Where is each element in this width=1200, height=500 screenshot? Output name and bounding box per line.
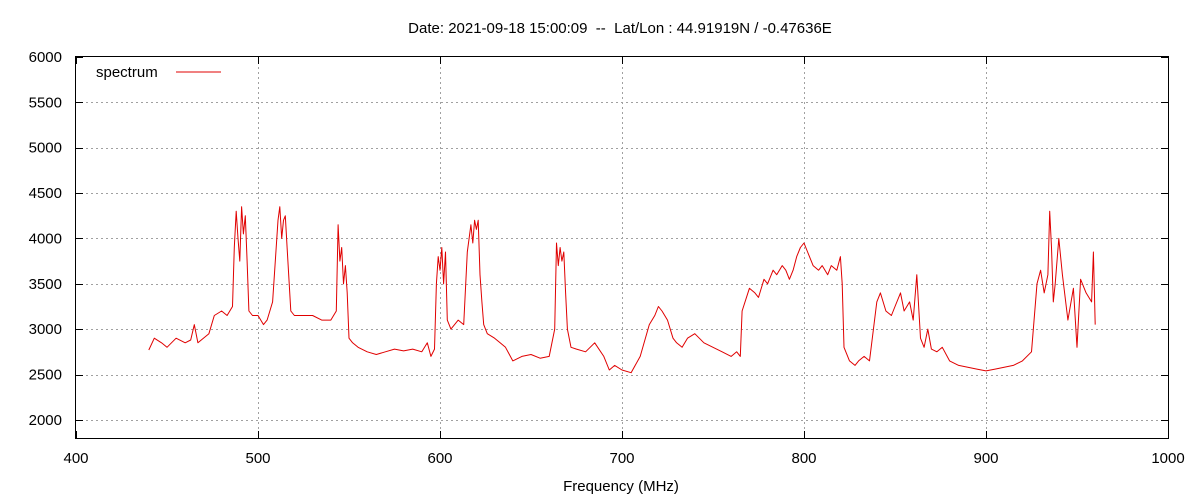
plot-frame xyxy=(75,56,1169,439)
x-tick-label: 500 xyxy=(245,450,270,467)
y-tick-labels: 2000 2500 3000 3500 4000 4500 5000 5500 6000 xyxy=(29,49,62,429)
legend-label-spectrum: spectrum xyxy=(96,64,158,81)
y-tick-label: 4000 xyxy=(29,230,62,247)
grid-lines xyxy=(76,57,1168,438)
y-tick-label: 5000 xyxy=(29,140,62,157)
x-tick-labels: 400 500 600 700 800 900 1000 xyxy=(63,450,1184,467)
x-axis-label: Frequency (MHz) xyxy=(563,478,679,495)
chart-title: Date: 2021-09-18 15:00:09 -- Lat/Lon : 4… xyxy=(408,20,832,37)
y-tick-label: 5500 xyxy=(29,94,62,111)
legend: spectrum xyxy=(96,64,221,81)
x-tick-label: 800 xyxy=(791,450,816,467)
y-tick-label: 2000 xyxy=(29,412,62,429)
x-tick-label: 700 xyxy=(609,450,634,467)
y-tick-label: 3500 xyxy=(29,276,62,293)
x-tick-label: 600 xyxy=(427,450,452,467)
x-tick-label: 400 xyxy=(63,450,88,467)
x-tick-label: 1000 xyxy=(1151,450,1184,467)
y-tick-label: 3000 xyxy=(29,321,62,338)
y-tick-label: 4500 xyxy=(29,185,62,202)
series-line-spectrum xyxy=(148,206,1096,374)
x-tick-label: 900 xyxy=(973,450,998,467)
y-tick-label: 2500 xyxy=(29,367,62,384)
y-tick-label: 6000 xyxy=(29,49,62,66)
